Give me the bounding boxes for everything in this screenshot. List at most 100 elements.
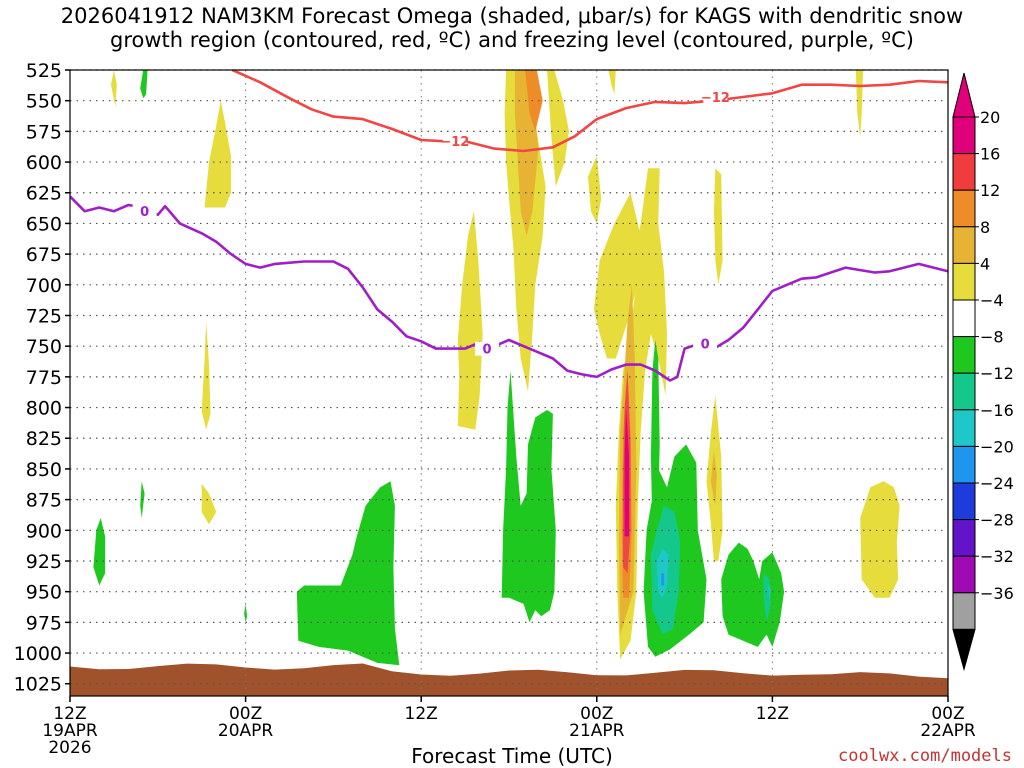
omega-region-15 bbox=[588, 155, 602, 224]
y-axis: 525 550 575 600 625 650 675 700 725 750 775 800 825 8… bbox=[14, 60, 70, 696]
colorbar-label-8: −16 bbox=[980, 401, 1014, 420]
omega-region-3 bbox=[111, 70, 117, 107]
omega-region-20 bbox=[855, 70, 864, 138]
x-tick-label-3-1: 21APR bbox=[569, 721, 625, 741]
colorbar-label-12: −32 bbox=[980, 547, 1014, 566]
y-tick-label-15: 900 bbox=[26, 520, 62, 542]
omega-region-14 bbox=[624, 407, 629, 537]
colorbar-label-4: 4 bbox=[980, 254, 990, 273]
plot-frame bbox=[69, 69, 949, 697]
colorbar: 20 16 12 8 4 −4 −8 −12 −16 −20 −24 −28 −32 −36 bbox=[952, 72, 1014, 672]
contour-0 bbox=[231, 70, 948, 153]
omega-region-29 bbox=[650, 340, 660, 531]
contour-label-bg-1-0 bbox=[132, 204, 157, 219]
omega-region-25 bbox=[244, 603, 248, 623]
colorbar-swatch-13 bbox=[952, 592, 976, 630]
contour-label-bg-1-2 bbox=[693, 336, 718, 351]
y-tick-label-18: 975 bbox=[26, 612, 62, 634]
colorbar-label-6: −8 bbox=[980, 328, 1004, 347]
y-tick-label-4: 625 bbox=[26, 183, 62, 205]
y-tick-label-20: 1025 bbox=[14, 674, 62, 696]
colorbar-label-13: −36 bbox=[980, 584, 1014, 603]
colorbar-swatch-10 bbox=[952, 482, 976, 521]
omega-region-26 bbox=[296, 481, 400, 666]
colorbar-label-3: 8 bbox=[980, 218, 990, 237]
colorbar-label-7: −12 bbox=[980, 364, 1014, 383]
x-tick-label-0-1: 19APR bbox=[42, 721, 98, 741]
omega-region-23 bbox=[140, 70, 148, 99]
omega-region-34 bbox=[763, 573, 771, 623]
y-tick-label-10: 775 bbox=[26, 367, 62, 389]
colorbar-swatch-0 bbox=[952, 116, 976, 155]
colorbar-label-2: 12 bbox=[980, 181, 1000, 200]
y-tick-label-8: 725 bbox=[26, 305, 62, 327]
omega-region-22 bbox=[93, 518, 106, 586]
y-tick-label-1: 550 bbox=[26, 91, 62, 113]
credit-text: coolwx.com/models bbox=[838, 746, 1012, 766]
contour-label-bg-0-0 bbox=[442, 134, 467, 149]
y-tick-label-11: 800 bbox=[26, 398, 62, 420]
y-tick-label-19: 1000 bbox=[14, 643, 62, 665]
chart-title-line-2: growth region (contoured, red, ºC) and f… bbox=[110, 28, 914, 52]
colorbar-swatch-3 bbox=[952, 226, 976, 264]
omega-region-2 bbox=[201, 483, 217, 525]
omega-region-27 bbox=[501, 370, 556, 623]
y-tick-label-0: 525 bbox=[26, 60, 62, 82]
omega-region-17 bbox=[713, 168, 723, 285]
y-tick-label-9: 750 bbox=[26, 336, 62, 358]
x-tick-label-2-0: 12Z bbox=[405, 704, 438, 724]
y-tick-label-2: 575 bbox=[26, 121, 62, 143]
contour-label-bg-0-1 bbox=[703, 90, 728, 105]
omega-region-16 bbox=[608, 70, 616, 95]
colorbar-label-9: −20 bbox=[980, 437, 1014, 456]
omega-region-1 bbox=[201, 321, 211, 430]
contour-label-1-0: 0 bbox=[140, 205, 149, 220]
omega-region-4 bbox=[457, 211, 483, 430]
omega-region-21 bbox=[860, 481, 900, 598]
omega-region-35 bbox=[768, 585, 771, 601]
omega-region-9 bbox=[593, 192, 641, 359]
chart-title-line-1: 2026041912 NAM3KM Forecast Omega (shaded… bbox=[60, 4, 964, 28]
colorbar-swatch-1 bbox=[952, 153, 976, 191]
colorbar-swatch-9 bbox=[952, 445, 976, 484]
colorbar-swatch-8 bbox=[952, 409, 976, 447]
omega-region-31 bbox=[656, 548, 669, 598]
colorbar-swatch-4 bbox=[952, 262, 976, 301]
contour-label-0-1: −12 bbox=[701, 91, 730, 106]
colorbar-top-arrow bbox=[952, 72, 976, 118]
y-tick-label-13: 850 bbox=[26, 459, 62, 481]
y-tick-label-12: 825 bbox=[26, 428, 62, 450]
colorbar-label-10: −24 bbox=[980, 474, 1014, 493]
colorbar-bottom-arrow bbox=[952, 628, 976, 672]
contour-label-1-2: 0 bbox=[701, 338, 710, 353]
colorbar-label-1: 16 bbox=[980, 145, 1000, 164]
omega-region-7 bbox=[525, 70, 543, 132]
y-tick-label-7: 700 bbox=[26, 275, 62, 297]
x-tick-label-3-0: 00Z bbox=[580, 704, 613, 724]
x-tick-label-1-1: 20APR bbox=[218, 721, 274, 741]
shaded-regions bbox=[70, 70, 948, 696]
colorbar-label-0: 20 bbox=[980, 108, 1000, 127]
contour-lines: −12 −12 0 0 0 bbox=[70, 70, 948, 382]
colorbar-label-5: −4 bbox=[980, 291, 1004, 310]
colorbar-swatch-12 bbox=[952, 555, 976, 594]
omega-region-0 bbox=[204, 100, 231, 208]
contour-1 bbox=[70, 195, 948, 382]
y-tick-label-16: 925 bbox=[26, 551, 62, 573]
x-tick-label-5-1: 22APR bbox=[920, 721, 976, 741]
omega-region-8 bbox=[547, 70, 569, 187]
colorbar-swatch-6 bbox=[952, 336, 976, 374]
colorbar-label-11: −28 bbox=[980, 511, 1014, 530]
contour-label-0-0: −12 bbox=[440, 135, 469, 150]
x-tick-label-0-2: 2026 bbox=[48, 738, 91, 758]
x-tick-label-4-0: 12Z bbox=[756, 704, 789, 724]
y-tick-label-14: 875 bbox=[26, 490, 62, 512]
colorbar-swatch-11 bbox=[952, 519, 976, 557]
contour-label-bg-1-1 bbox=[475, 341, 500, 356]
contour-label-1-1: 0 bbox=[483, 343, 492, 358]
colorbar-swatch-7 bbox=[952, 372, 976, 411]
colorbar-swatch-5 bbox=[952, 299, 976, 338]
x-tick-label-5-0: 00Z bbox=[931, 704, 964, 724]
